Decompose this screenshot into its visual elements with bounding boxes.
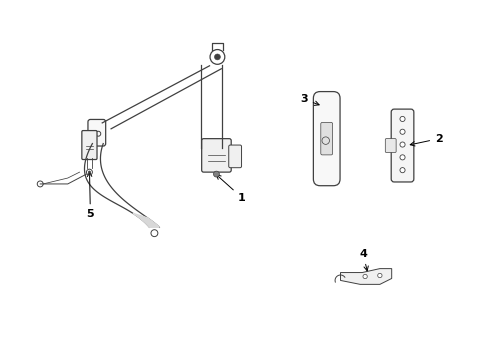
FancyBboxPatch shape [201, 139, 231, 172]
Circle shape [214, 54, 220, 60]
Circle shape [399, 155, 404, 160]
Text: 1: 1 [216, 175, 245, 203]
FancyBboxPatch shape [320, 122, 332, 155]
Polygon shape [133, 213, 159, 227]
Circle shape [399, 168, 404, 173]
Circle shape [399, 129, 404, 134]
FancyBboxPatch shape [390, 109, 413, 182]
FancyBboxPatch shape [313, 91, 339, 186]
Text: 3: 3 [300, 94, 319, 105]
FancyBboxPatch shape [81, 131, 97, 159]
Circle shape [362, 274, 366, 279]
Circle shape [88, 171, 90, 173]
FancyBboxPatch shape [88, 120, 105, 146]
Circle shape [399, 142, 404, 147]
Text: 5: 5 [86, 172, 94, 220]
FancyBboxPatch shape [385, 139, 395, 152]
Text: 2: 2 [409, 134, 442, 146]
Circle shape [213, 171, 219, 177]
FancyBboxPatch shape [228, 145, 241, 168]
Circle shape [377, 273, 381, 278]
Circle shape [399, 116, 404, 122]
Polygon shape [340, 269, 391, 284]
Text: 4: 4 [359, 249, 367, 271]
